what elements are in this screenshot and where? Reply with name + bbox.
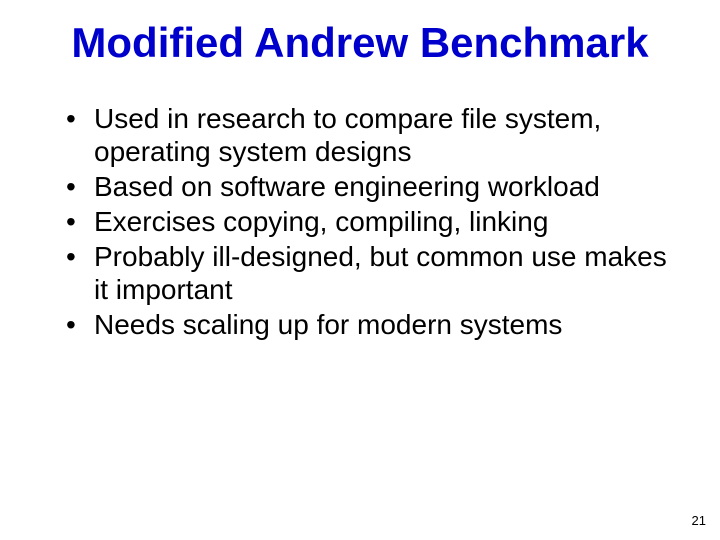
slide-container: Modified Andrew Benchmark Used in resear… — [0, 0, 720, 540]
page-number: 21 — [692, 513, 706, 528]
list-item: Probably ill-designed, but common use ma… — [66, 240, 672, 306]
list-item: Based on software engineering workload — [66, 170, 672, 203]
slide-title: Modified Andrew Benchmark — [48, 20, 672, 66]
bullet-list: Used in research to compare file system,… — [48, 102, 672, 341]
list-item: Used in research to compare file system,… — [66, 102, 672, 168]
list-item: Needs scaling up for modern systems — [66, 308, 672, 341]
list-item: Exercises copying, compiling, linking — [66, 205, 672, 238]
